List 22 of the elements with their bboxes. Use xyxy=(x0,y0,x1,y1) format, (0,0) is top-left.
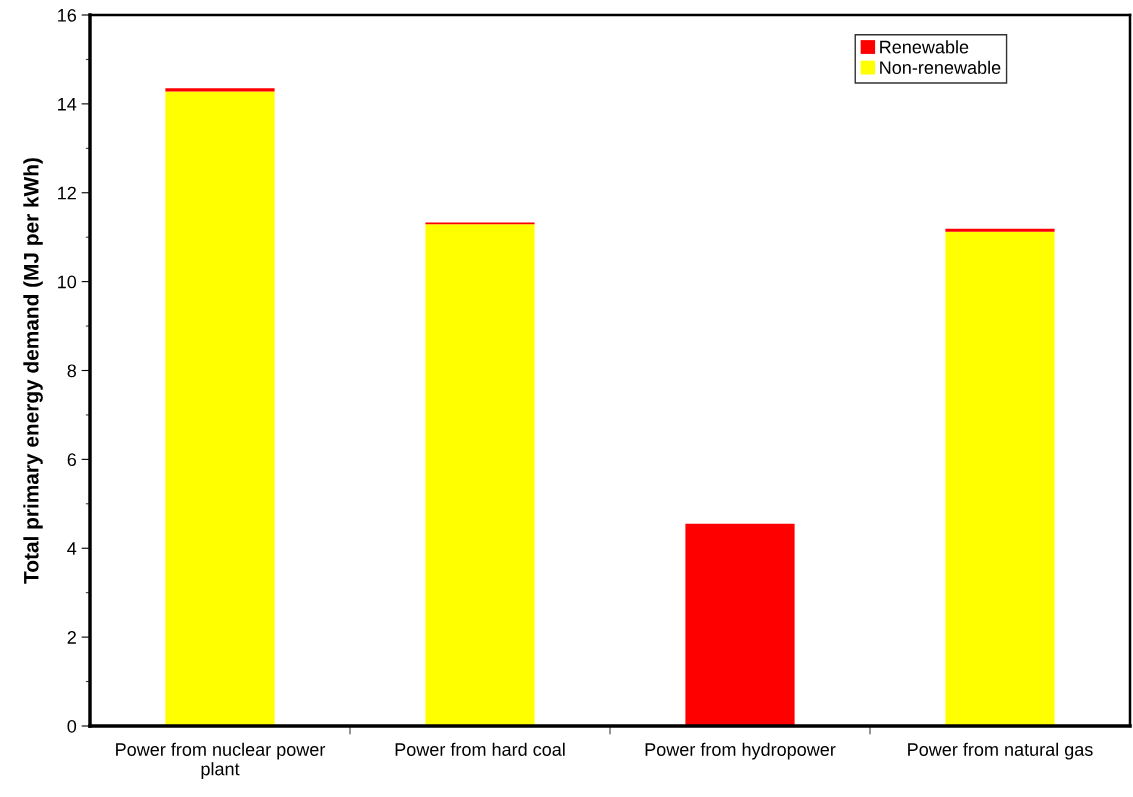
y-tick-label: 2 xyxy=(67,631,76,644)
bar xyxy=(945,228,1055,232)
bar xyxy=(425,224,535,726)
bar xyxy=(945,231,1055,726)
y-tick-label: 14 xyxy=(58,98,77,111)
y-tick-label: 4 xyxy=(67,542,77,555)
y-tick-label: 0 xyxy=(67,719,77,733)
bar xyxy=(165,88,275,92)
x-tick-label: Power from nuclear power plant xyxy=(116,742,326,779)
y-axis-title: Total primary energy demand (MJ per kWh) xyxy=(23,158,43,584)
y-tick-label: 8 xyxy=(67,364,77,378)
y-tick-label: 16 xyxy=(58,8,77,22)
bar xyxy=(685,523,795,726)
x-tick-label: Power from hard coal xyxy=(395,742,565,756)
y-tick-label: 10 xyxy=(58,275,77,289)
legend-label: Non-renewable xyxy=(880,60,1001,75)
bar xyxy=(165,91,275,726)
legend-label: Renewable xyxy=(880,40,969,54)
x-tick-label: Power from natural gas xyxy=(908,742,1093,760)
y-tick-label: 6 xyxy=(67,453,77,467)
y-tick-label: 12 xyxy=(58,186,76,200)
x-tick-label: Power from hydropower xyxy=(645,742,836,760)
